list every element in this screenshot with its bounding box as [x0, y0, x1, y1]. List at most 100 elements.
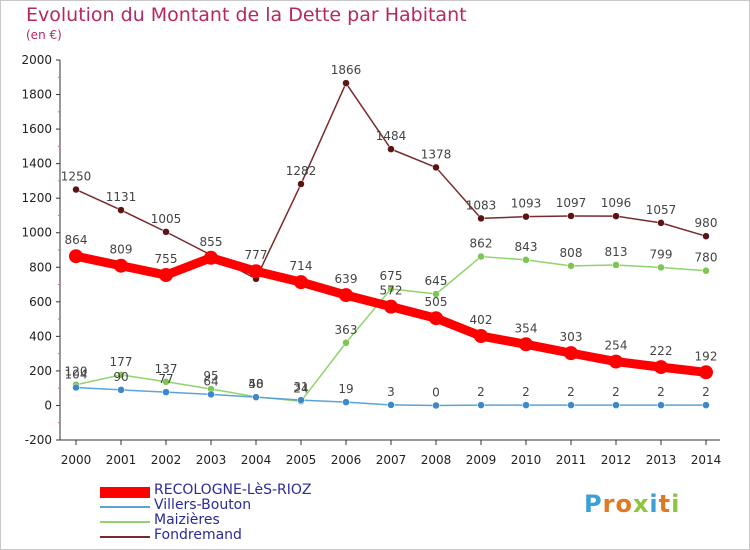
x-tick-label: 2001: [106, 453, 137, 467]
chart-subtitle: (en €): [26, 28, 62, 42]
legend-label: Maizières: [154, 512, 220, 528]
data-label: 1093: [511, 197, 542, 211]
legend-swatch: [100, 486, 150, 498]
data-point: [342, 398, 350, 406]
data-point: [114, 258, 128, 273]
data-point: [429, 311, 443, 326]
data-point: [339, 288, 353, 303]
data-point: [567, 262, 575, 270]
data-point: [702, 232, 710, 240]
data-label: 64: [203, 374, 218, 388]
data-point: [297, 396, 305, 404]
x-tick-label: 2010: [511, 453, 542, 467]
data-label: 254: [605, 339, 628, 353]
x-tick-label: 2003: [196, 453, 227, 467]
data-point: [207, 390, 215, 399]
data-label: 177: [110, 355, 133, 369]
data-label: 505: [425, 295, 448, 309]
data-point: [387, 145, 395, 153]
data-point: [522, 256, 530, 264]
data-point: [72, 185, 80, 194]
data-point: [522, 212, 530, 221]
data-label: 1484: [376, 129, 407, 143]
data-label: 645: [425, 274, 448, 288]
data-label: 1282: [286, 164, 317, 178]
x-tick-label: 2011: [556, 453, 587, 467]
data-point: [564, 346, 578, 361]
data-point: [477, 214, 485, 223]
data-point: [612, 401, 620, 409]
data-point: [387, 285, 395, 293]
data-point: [477, 252, 485, 261]
data-label: 777: [245, 248, 268, 262]
data-label: 2: [522, 385, 530, 399]
x-tick-label: 2008: [421, 453, 452, 467]
data-label: 24: [293, 381, 308, 395]
y-tick-label: 0: [44, 398, 52, 412]
data-label: 48: [248, 377, 263, 391]
data-point: [117, 206, 125, 214]
data-label: 1083: [466, 198, 497, 212]
data-point: [702, 401, 710, 409]
data-point: [702, 266, 710, 275]
x-tick-label: 2002: [151, 453, 182, 467]
data-label: 843: [515, 240, 538, 254]
data-label: 50: [248, 377, 263, 391]
data-point: [432, 401, 440, 410]
data-point: [612, 261, 620, 269]
chart-title: Evolution du Montant de la Dette par Hab…: [26, 4, 467, 26]
legend-swatch: [100, 536, 150, 538]
data-label: 95: [203, 369, 218, 383]
y-tick-label: 1200: [21, 191, 52, 205]
data-point: [204, 250, 218, 265]
y-tick-label: 800: [29, 260, 52, 274]
data-point: [342, 79, 350, 87]
data-label: 808: [560, 246, 583, 260]
data-point: [657, 219, 665, 227]
x-tick-label: 2013: [646, 453, 677, 467]
data-point: [117, 386, 125, 394]
x-tick-label: 2005: [286, 453, 317, 467]
logo-letter: t: [658, 490, 672, 518]
data-point: [657, 263, 665, 272]
logo-letter: P: [584, 490, 603, 518]
data-point: [654, 360, 668, 375]
y-tick-label: 1600: [21, 122, 52, 136]
y-tick-label: 1400: [21, 157, 52, 171]
y-tick-label: -200: [25, 433, 52, 447]
data-label: 572: [380, 284, 403, 298]
data-label: 137: [155, 362, 178, 376]
data-label: 303: [560, 330, 583, 344]
data-label: 104: [65, 367, 88, 381]
data-label: 2: [477, 385, 485, 399]
data-label: 77: [158, 372, 173, 386]
data-point: [657, 401, 665, 409]
data-label: 354: [515, 321, 538, 335]
x-tick-label: 2007: [376, 453, 407, 467]
x-tick-label: 2006: [331, 453, 362, 467]
data-label: 222: [650, 344, 673, 358]
legend-label: Villers-Bouton: [154, 497, 252, 513]
data-label: 1866: [331, 63, 362, 77]
data-point: [162, 378, 170, 386]
y-tick-label: 2000: [21, 53, 52, 67]
data-point: [522, 401, 530, 409]
logo-letter: o: [615, 490, 633, 518]
data-point: [252, 393, 260, 401]
data-label: 1250: [61, 170, 92, 184]
data-label: 2: [567, 385, 575, 399]
proxiti-logo: Proxiti: [584, 490, 680, 518]
data-point: [69, 249, 83, 264]
data-label: 1005: [151, 212, 182, 226]
data-label: 90: [113, 370, 128, 384]
y-tick-label: 200: [29, 364, 52, 378]
data-point: [162, 228, 170, 236]
logo-letter: i: [649, 490, 659, 518]
data-label: 3: [387, 385, 395, 399]
legend-label: RECOLOGNE-LèS-RIOZ: [154, 482, 312, 498]
logo-letter: r: [602, 490, 616, 518]
data-label: 1096: [601, 196, 632, 210]
data-label: 799: [650, 247, 673, 261]
